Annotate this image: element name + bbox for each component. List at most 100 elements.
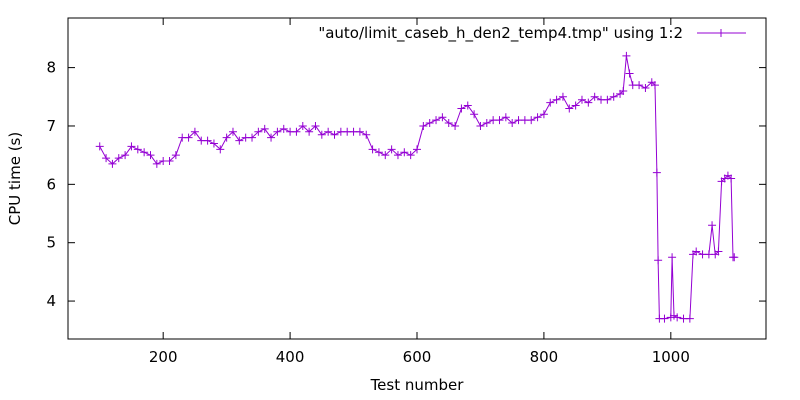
data-point-68 xyxy=(527,116,536,125)
x-tick-label-200: 200 xyxy=(149,348,178,366)
data-point-59 xyxy=(470,110,479,119)
data-point-8 xyxy=(146,151,155,160)
x-tick-label-400: 400 xyxy=(276,348,305,366)
data-point-47 xyxy=(393,151,402,160)
data-point-44 xyxy=(374,148,383,157)
data-point-17 xyxy=(203,136,212,145)
data-point-71 xyxy=(546,98,555,107)
data-point-26 xyxy=(260,124,269,133)
data-point-20 xyxy=(222,133,231,142)
data-point-2 xyxy=(108,159,117,168)
y-tick-label-7: 7 xyxy=(46,117,56,135)
data-point-77 xyxy=(584,98,593,107)
data-point-91 xyxy=(652,168,661,177)
data-point-92 xyxy=(654,256,663,265)
data-point-100 xyxy=(685,314,694,323)
data-point-58 xyxy=(463,101,472,110)
series-layer xyxy=(95,51,739,323)
data-point-15 xyxy=(190,127,199,136)
data-point-14 xyxy=(184,133,193,142)
data-point-53 xyxy=(432,116,441,125)
data-point-48 xyxy=(400,148,409,157)
data-point-21 xyxy=(228,127,237,136)
data-point-28 xyxy=(273,127,282,136)
data-point-107 xyxy=(714,247,723,256)
data-point-22 xyxy=(235,136,244,145)
data-point-43 xyxy=(368,145,377,154)
data-point-42 xyxy=(362,130,371,139)
data-point-90 xyxy=(650,81,659,90)
data-point-35 xyxy=(317,130,326,139)
data-point-105 xyxy=(708,221,717,230)
data-point-11 xyxy=(165,156,174,165)
data-point-60 xyxy=(476,121,485,130)
data-point-18 xyxy=(209,139,218,148)
data-point-61 xyxy=(482,119,491,128)
data-point-56 xyxy=(451,121,460,130)
data-point-80 xyxy=(603,95,612,104)
data-point-88 xyxy=(641,84,650,93)
data-point-4 xyxy=(121,151,130,160)
data-point-55 xyxy=(444,119,453,128)
data-point-85 xyxy=(625,69,634,78)
data-point-19 xyxy=(216,145,225,154)
y-tick-label-5: 5 xyxy=(46,234,56,252)
data-point-96 xyxy=(668,253,677,262)
data-point-1 xyxy=(102,154,111,163)
data-point-72 xyxy=(552,95,561,104)
data-point-113 xyxy=(730,253,739,262)
data-point-29 xyxy=(279,124,288,133)
data-point-45 xyxy=(381,151,390,160)
y-tick-label-8: 8 xyxy=(46,59,56,77)
data-point-34 xyxy=(311,121,320,130)
data-point-36 xyxy=(324,127,333,136)
data-point-50 xyxy=(413,145,421,154)
data-point-37 xyxy=(330,130,339,139)
x-tick-label-800: 800 xyxy=(530,348,559,366)
data-point-57 xyxy=(457,104,466,113)
data-point-51 xyxy=(419,121,428,130)
data-point-27 xyxy=(267,133,276,142)
y-tick-label-6: 6 xyxy=(46,175,56,193)
data-point-12 xyxy=(171,151,180,160)
data-point-111 xyxy=(727,174,736,183)
data-point-84 xyxy=(622,51,631,60)
data-point-41 xyxy=(355,127,364,136)
axis-ticks xyxy=(68,18,766,339)
data-point-46 xyxy=(387,145,396,154)
data-point-76 xyxy=(577,95,586,104)
data-point-94 xyxy=(660,314,669,323)
data-point-81 xyxy=(609,92,618,101)
legend-label: "auto/limit_caseb_h_den2_temp4.tmp" usin… xyxy=(318,24,683,43)
y-axis-label: CPU time (s) xyxy=(6,132,24,225)
data-point-78 xyxy=(590,92,599,101)
data-point-98 xyxy=(673,313,682,322)
data-point-49 xyxy=(406,151,415,160)
data-point-5 xyxy=(127,142,136,151)
data-point-74 xyxy=(565,104,574,113)
data-point-75 xyxy=(571,101,580,110)
legend: "auto/limit_caseb_h_den2_temp4.tmp" usin… xyxy=(318,24,746,43)
x-axis-label: Test number xyxy=(370,376,465,394)
data-point-63 xyxy=(495,116,504,125)
data-point-73 xyxy=(558,92,567,101)
data-point-83 xyxy=(619,86,628,95)
data-point-65 xyxy=(508,119,517,128)
data-point-33 xyxy=(305,127,314,136)
data-point-3 xyxy=(114,154,123,163)
data-point-70 xyxy=(539,110,548,119)
data-point-32 xyxy=(298,121,307,130)
data-point-54 xyxy=(438,113,447,122)
data-point-7 xyxy=(140,148,149,157)
data-point-31 xyxy=(292,127,301,136)
data-point-6 xyxy=(133,145,142,154)
data-point-9 xyxy=(152,159,161,168)
x-tick-label-600: 600 xyxy=(403,348,432,366)
data-point-52 xyxy=(425,119,434,128)
data-point-87 xyxy=(635,81,644,90)
data-point-97 xyxy=(669,311,678,320)
data-point-25 xyxy=(254,127,263,136)
data-point-0 xyxy=(95,142,104,151)
